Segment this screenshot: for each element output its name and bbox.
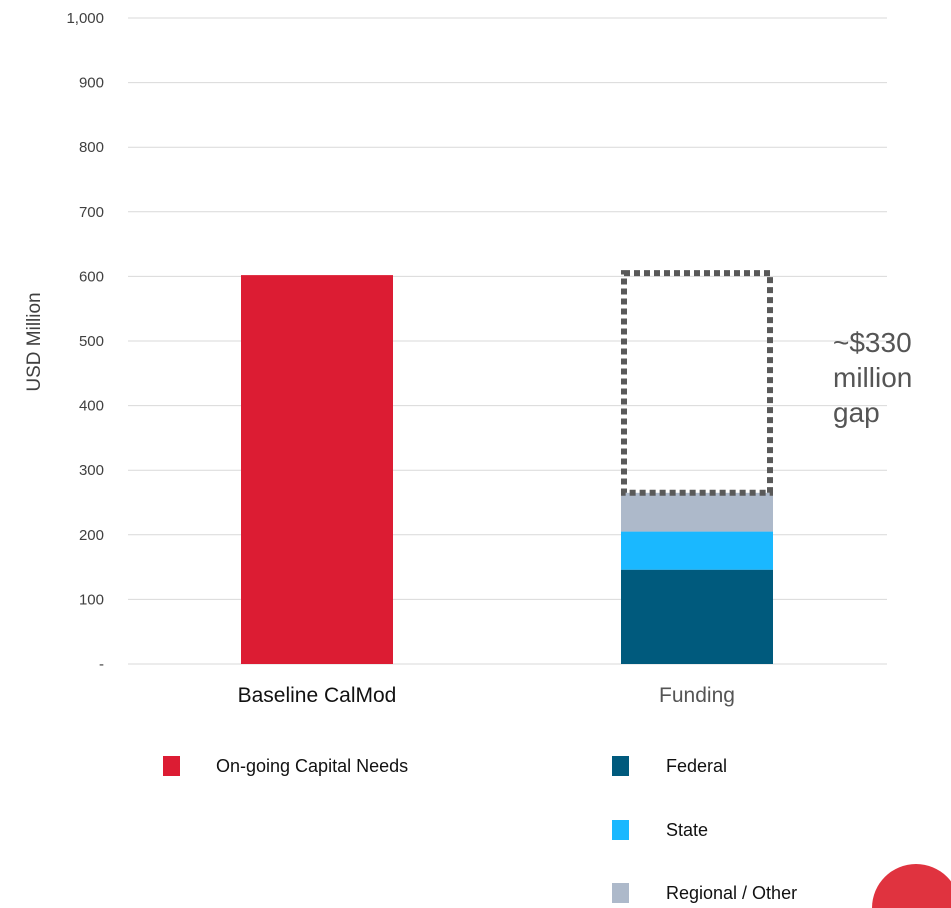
bar-regional-other [621,492,773,532]
y-tick-label: 800 [79,139,104,156]
legend-item: On-going Capital Needs [163,756,408,776]
bar-state [621,531,773,570]
legend-swatch [612,756,629,776]
legend: On-going Capital Needs Federal State Region… [163,756,797,903]
y-tick-label: 400 [79,398,104,415]
y-tick-label: 900 [79,75,104,92]
y-tick-label: 700 [79,204,104,221]
legend-item: State [612,820,708,840]
y-tick-label: - [99,656,104,673]
legend-label: Regional / Other [666,883,797,903]
x-tick-label: Funding [659,684,735,707]
y-tick-label: 1,000 [66,10,104,27]
y-axis-label: USD Million [24,292,45,391]
bar-federal [621,569,773,664]
y-tick-label: 200 [79,527,104,544]
y-tick-label: 600 [79,268,104,285]
corner-circle [872,864,951,908]
legend-item: Regional / Other [612,883,797,903]
y-tick-labels: - 100 200 300 400 500 600 700 800 900 1,000 [66,10,104,673]
bar-on-going-capital-needs [241,275,393,664]
x-tick-label: Baseline CalMod [238,684,397,707]
y-tick-label: 100 [79,591,104,608]
legend-swatch [612,820,629,840]
legend-label: State [666,820,708,840]
gap-outline [621,270,773,496]
legend-swatch [612,883,629,903]
gap-label: ~$330 million gap [833,327,912,428]
y-tick-label: 500 [79,333,104,350]
x-tick-labels: Baseline CalMod Funding [238,684,735,707]
bars [241,275,773,664]
legend-label: On-going Capital Needs [216,756,408,776]
legend-item: Federal [612,756,727,776]
y-tick-label: 300 [79,462,104,479]
gap-annotation: ~$330 million gap [621,270,912,496]
legend-swatch [163,756,180,776]
legend-label: Federal [666,756,727,776]
